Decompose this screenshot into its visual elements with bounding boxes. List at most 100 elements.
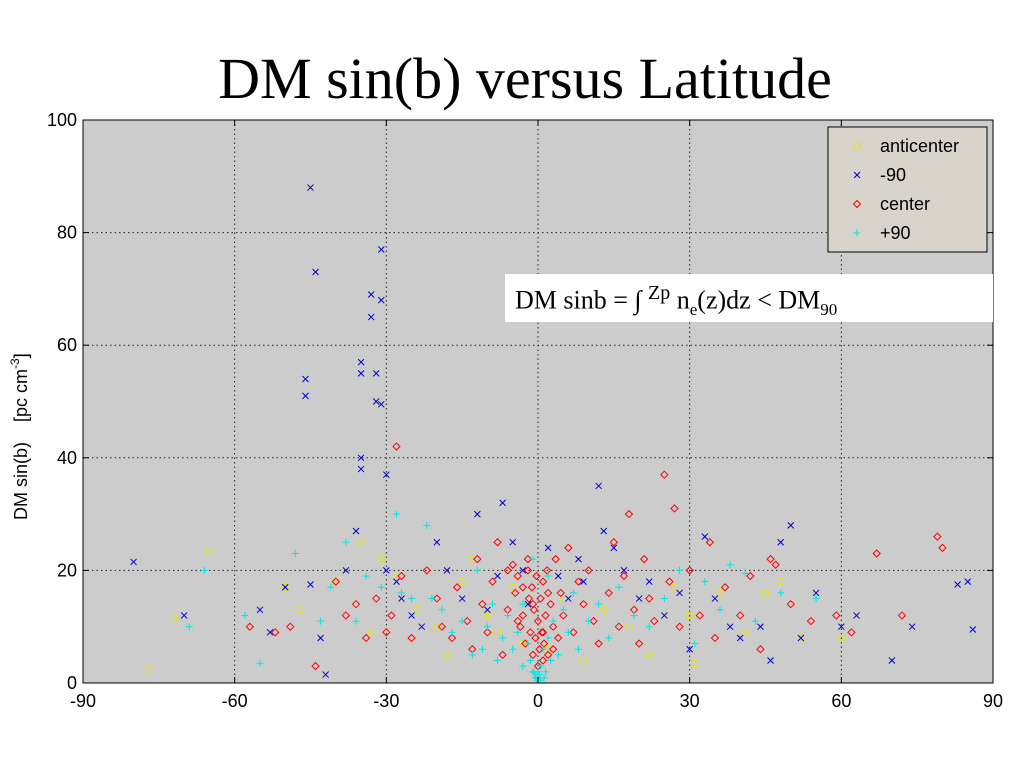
data-point (777, 538, 785, 546)
data-point (620, 567, 628, 574)
data-point (716, 589, 724, 597)
data-point (933, 532, 942, 541)
data-point (574, 645, 582, 653)
data-point (372, 594, 381, 603)
data-point (559, 594, 567, 603)
data-point (594, 639, 603, 648)
data-point (660, 595, 668, 603)
data-point (377, 246, 385, 253)
data-point (473, 510, 481, 518)
data-point (761, 589, 770, 597)
data-point (393, 578, 400, 586)
data-point (600, 606, 608, 614)
data-point (463, 616, 472, 626)
formula-lhs: DM sinb = ∫ (515, 285, 649, 315)
formula-integrand: n (670, 285, 690, 315)
x-tick-label: -60 (222, 691, 248, 711)
data-point (408, 612, 415, 619)
data-point (357, 538, 365, 546)
data-point (538, 577, 548, 586)
data-point (538, 628, 548, 637)
data-point (281, 583, 289, 591)
data-point (938, 543, 947, 553)
data-point (443, 567, 451, 574)
data-point (514, 628, 522, 636)
data-point (503, 566, 512, 575)
data-point (407, 633, 416, 643)
data-point (685, 611, 694, 620)
data-point (200, 566, 208, 574)
data-point (532, 571, 541, 581)
data-point (357, 454, 365, 462)
data-point (954, 581, 961, 588)
data-point (524, 600, 532, 608)
data-point (524, 594, 534, 603)
data-point (523, 554, 533, 564)
data-point (542, 668, 550, 676)
data-point (311, 661, 320, 671)
data-point (357, 369, 365, 377)
data-point (595, 482, 603, 490)
data-point (523, 566, 533, 575)
formula-upper-limit: Zp (648, 282, 671, 304)
data-point (969, 626, 977, 633)
data-point (736, 634, 744, 642)
x-tick-label: -90 (70, 691, 96, 711)
data-point (377, 400, 385, 408)
data-point (357, 358, 365, 366)
data-point (494, 656, 502, 664)
data-point (670, 504, 679, 513)
data-point (392, 572, 401, 580)
data-point (317, 617, 325, 625)
data-point (527, 583, 537, 592)
data-point (544, 544, 552, 552)
data-point (544, 572, 552, 580)
data-point (529, 605, 539, 615)
data-point (630, 611, 638, 619)
data-point (437, 622, 447, 631)
data-point (675, 622, 684, 631)
data-point (529, 555, 537, 563)
data-point (661, 612, 668, 619)
data-point (564, 595, 572, 602)
data-point (170, 614, 178, 622)
data-point (595, 600, 603, 608)
y-tick-label: 20 (57, 560, 77, 580)
data-point (670, 583, 679, 591)
data-point (776, 577, 785, 586)
data-point (777, 589, 785, 597)
data-point (530, 669, 538, 677)
data-point (575, 555, 582, 563)
data-point (397, 571, 406, 581)
series-anticenter (145, 538, 846, 673)
data-point (372, 369, 380, 377)
data-point (751, 617, 759, 625)
y-axis-label-unit-close: ] (11, 353, 31, 358)
data-point (291, 550, 299, 558)
y-tick-label: 80 (57, 223, 77, 243)
data-point (650, 616, 659, 626)
data-point (296, 606, 305, 614)
data-point (509, 538, 517, 546)
data-point (473, 554, 482, 564)
data-point (145, 665, 153, 673)
data-point (458, 595, 466, 602)
data-point (584, 566, 593, 575)
data-point (660, 470, 669, 479)
data-point (832, 611, 841, 620)
data-point (701, 578, 709, 586)
data-point (609, 538, 619, 547)
data-point (645, 623, 653, 631)
data-point (559, 611, 568, 620)
slide-title: DM sin(b) versus Latitude (218, 46, 832, 111)
data-point (185, 623, 193, 631)
data-point (286, 622, 295, 631)
data-point (367, 291, 375, 298)
data-point (270, 628, 280, 637)
data-point (676, 566, 684, 574)
data-point (180, 612, 188, 619)
data-point (579, 599, 588, 609)
data-point (615, 583, 623, 591)
data-point (711, 595, 719, 602)
data-point (716, 606, 724, 614)
